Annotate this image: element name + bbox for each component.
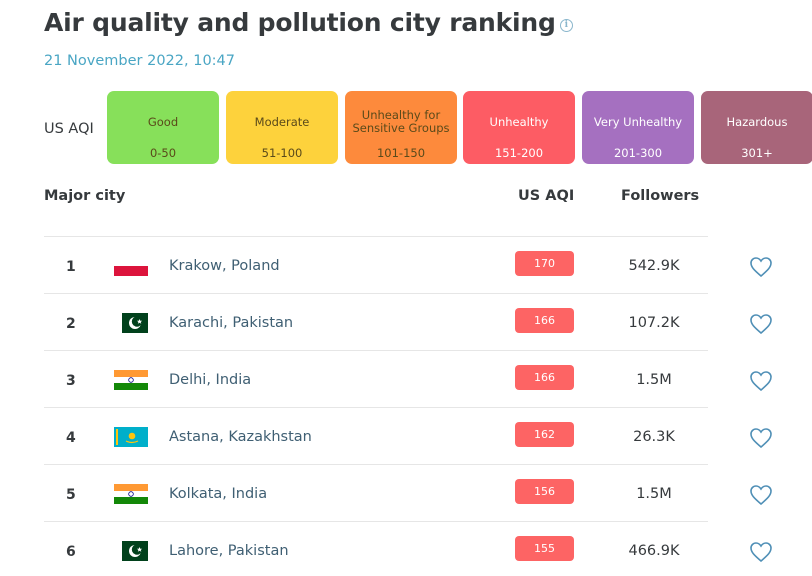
heart-icon[interactable] — [749, 427, 773, 449]
city-name[interactable]: Kolkata, India — [169, 486, 268, 502]
rank: 3 — [66, 373, 76, 389]
legend-item-range: 101-150 — [376, 146, 426, 160]
pakistan-flag — [114, 313, 148, 333]
legend-item-name: Good — [147, 114, 179, 129]
legend-item-range: 151-200 — [494, 146, 544, 160]
city-name[interactable]: Lahore, Pakistan — [169, 543, 289, 559]
poland-flag — [114, 256, 148, 276]
followers-count: 466.9K — [628, 543, 680, 559]
followers-count: 107.2K — [628, 315, 680, 331]
row-divider-gap — [708, 350, 812, 351]
legend-unhealthy-sensitive: Unhealthy for Sensitive Groups 101-150 — [345, 91, 457, 164]
row-divider-gap — [708, 464, 812, 465]
rank: 4 — [66, 430, 76, 446]
city-name[interactable]: Karachi, Pakistan — [169, 315, 294, 331]
legend-item-range: 0-50 — [149, 146, 177, 160]
row-divider-gap — [708, 293, 812, 294]
column-header-aqi[interactable]: US AQI — [518, 188, 575, 204]
table-row[interactable]: 6 Lahore, Pakistan 155 466.9K — [44, 521, 812, 576]
aqi-badge: 170 — [515, 251, 574, 276]
legend-good: Good 0-50 — [107, 91, 219, 164]
followers-count: 542.9K — [628, 258, 680, 274]
legend-hazardous: Hazardous 301+ — [701, 91, 812, 164]
legend-label: US AQI — [44, 121, 94, 137]
rank: 6 — [66, 544, 76, 560]
aqi-badge: 156 — [515, 479, 574, 504]
city-name[interactable]: Astana, Kazakhstan — [169, 429, 312, 445]
row-divider-gap — [708, 407, 812, 408]
heart-icon[interactable] — [749, 256, 773, 278]
city-ranking-table: 1 Krakow, Poland 170 542.9K 2 Karachi, P… — [44, 236, 812, 576]
rank: 2 — [66, 316, 76, 332]
city-name[interactable]: Krakow, Poland — [169, 258, 280, 274]
legend-unhealthy: Unhealthy 151-200 — [463, 91, 575, 164]
followers-count: 1.5M — [636, 486, 672, 502]
table-row[interactable]: 5 Kolkata, India 156 1.5M — [44, 464, 812, 521]
timestamp: 21 November 2022, 10:47 — [44, 53, 236, 69]
legend-item-name: Unhealthy for Sensitive Groups — [352, 108, 450, 135]
aqi-badge: 166 — [515, 308, 574, 333]
legend-item-range: 201-300 — [613, 146, 663, 160]
aqi-badge: 162 — [515, 422, 574, 447]
table-row[interactable]: 4 Astana, Kazakhstan 162 26.3K — [44, 407, 812, 464]
page-title-text: Air quality and pollution city ranking — [44, 8, 556, 37]
legend-item-name: Very Unhealthy — [593, 114, 683, 129]
table-row[interactable]: 3 Delhi, India 166 1.5M — [44, 350, 812, 407]
aqi-badge: 155 — [515, 536, 574, 561]
india-flag — [114, 370, 148, 390]
heart-icon[interactable] — [749, 313, 773, 335]
legend-item-range: 51-100 — [261, 146, 303, 160]
page-title: Air quality and pollution city ranking i — [44, 8, 573, 37]
heart-icon[interactable] — [749, 370, 773, 392]
info-icon[interactable]: i — [559, 19, 573, 32]
legend-item-range: 301+ — [741, 146, 773, 160]
heart-icon[interactable] — [749, 484, 773, 506]
followers-count: 26.3K — [633, 429, 675, 445]
heart-icon[interactable] — [749, 541, 773, 563]
aqi-badge: 166 — [515, 365, 574, 390]
table-row[interactable]: 2 Karachi, Pakistan 166 107.2K — [44, 293, 812, 350]
city-name[interactable]: Delhi, India — [169, 372, 252, 388]
pakistan-flag — [114, 541, 148, 561]
legend-item-name: Moderate — [254, 114, 310, 129]
kazakhstan-flag — [114, 427, 148, 447]
legend-item-name: Unhealthy — [489, 114, 549, 129]
table-row[interactable]: 1 Krakow, Poland 170 542.9K — [44, 236, 812, 293]
legend-very-unhealthy: Very Unhealthy 201-300 — [582, 91, 694, 164]
row-divider-gap — [708, 236, 812, 237]
india-flag — [114, 484, 148, 504]
followers-count: 1.5M — [636, 372, 672, 388]
column-header-city[interactable]: Major city — [44, 188, 126, 204]
rank: 5 — [66, 487, 76, 503]
legend-moderate: Moderate 51-100 — [226, 91, 338, 164]
legend-item-name: Hazardous — [726, 114, 788, 129]
row-divider-gap — [708, 521, 812, 522]
rank: 1 — [66, 259, 76, 275]
column-header-followers[interactable]: Followers — [621, 188, 700, 204]
